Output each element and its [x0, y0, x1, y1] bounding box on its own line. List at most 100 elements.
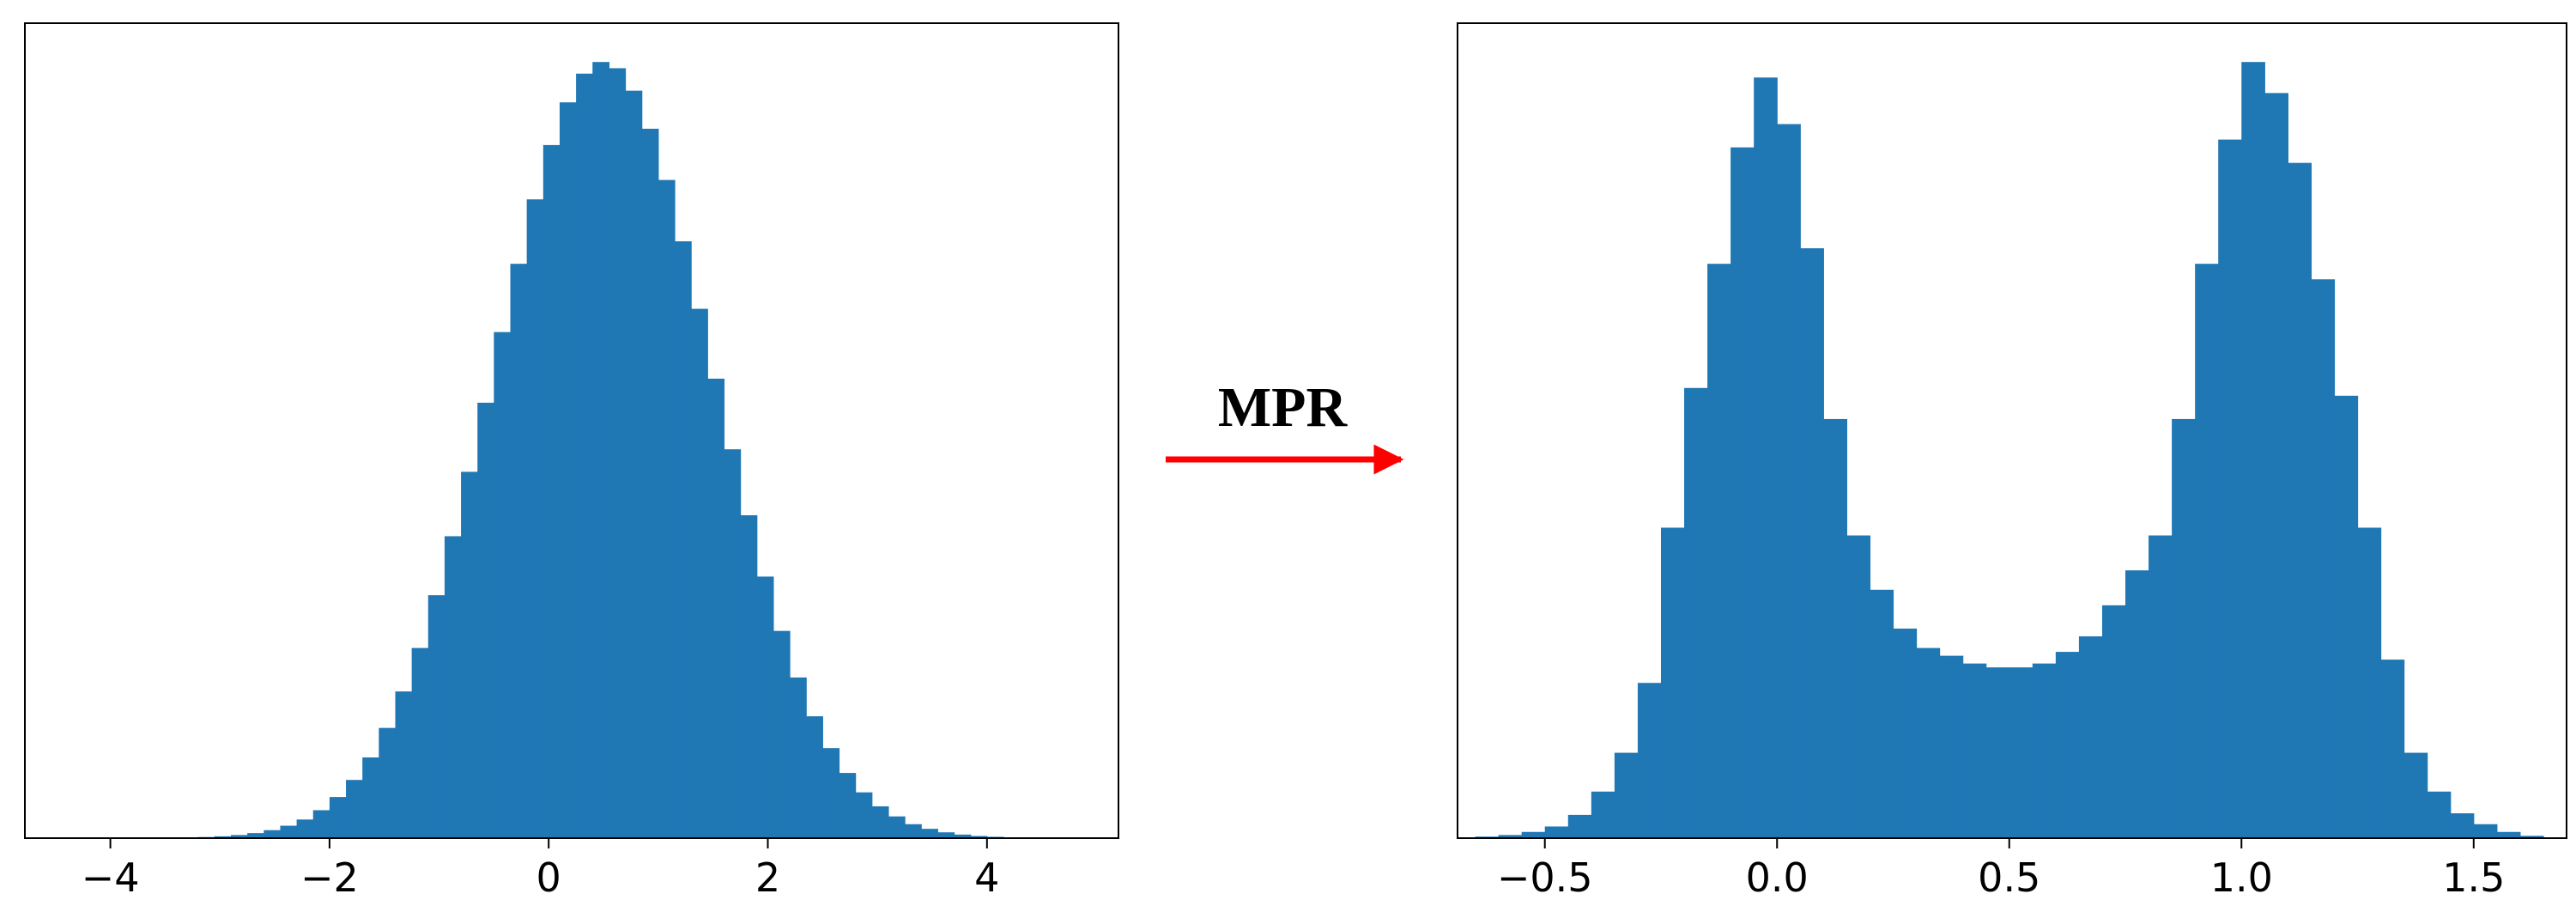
histogram-bar	[806, 716, 823, 838]
histogram-bar	[756, 576, 774, 838]
histogram-bar	[559, 102, 577, 838]
histogram-bar	[264, 830, 282, 838]
x-tick-label: 1.0	[2210, 854, 2273, 901]
histogram-bar	[2241, 62, 2265, 838]
histogram-bar	[2009, 667, 2034, 838]
histogram-bar	[542, 144, 561, 839]
histogram-bar	[1707, 264, 1731, 839]
histogram-bar	[461, 471, 478, 838]
histogram-bar	[1660, 527, 1685, 838]
x-tick-label: 2	[755, 854, 780, 901]
histogram-bar	[1893, 628, 1918, 838]
histogram-bar	[641, 128, 659, 838]
histogram-bar	[937, 832, 955, 838]
histogram-bar	[247, 833, 264, 838]
histogram-bar	[970, 836, 988, 838]
histogram-bar	[379, 727, 397, 838]
histogram-bar	[494, 331, 512, 838]
histogram-bar	[2218, 139, 2242, 839]
histogram-bar	[1962, 663, 1987, 838]
histogram-bar	[296, 819, 314, 838]
histogram-bar	[1730, 147, 1755, 839]
histogram-bar	[362, 757, 379, 838]
histogram-bar	[1870, 589, 1894, 838]
histogram-bar	[2519, 836, 2544, 838]
histogram-bar	[2473, 824, 2498, 838]
histogram-bar	[2450, 813, 2475, 838]
histogram-bar	[921, 829, 938, 838]
histogram-bar	[1637, 683, 1662, 838]
histogram-bar	[329, 797, 347, 838]
histogram-bar	[526, 199, 544, 838]
histogram-bar	[1916, 648, 1941, 838]
x-tick-label: 0	[536, 854, 561, 901]
x-tick-label: 0.0	[1746, 854, 1809, 901]
histogram-bar	[1567, 814, 1592, 838]
histogram-bar	[658, 179, 676, 838]
histogram-bar	[2496, 831, 2521, 838]
histogram-bar	[2403, 752, 2428, 838]
histogram-bar	[674, 240, 692, 839]
histogram-bar	[773, 630, 791, 838]
histogram-bar	[2101, 605, 2126, 838]
histogram-bar	[2334, 395, 2359, 838]
histogram-bar	[411, 648, 429, 838]
histogram-bar	[510, 264, 528, 839]
histogram-bar	[2125, 570, 2149, 838]
histogram-bar	[2264, 93, 2288, 839]
histogram-bar	[1591, 791, 1615, 838]
histogram-bar	[1684, 387, 1708, 838]
histogram-bar	[2357, 527, 2382, 838]
histogram-bar	[280, 825, 298, 838]
histogram-bar	[1846, 535, 1871, 838]
histogram-bar	[1985, 667, 2010, 838]
histogram-bar	[2032, 663, 2057, 838]
histogram-bar	[839, 773, 857, 838]
histogram-bar	[2380, 660, 2405, 838]
axes-frame	[1457, 22, 2567, 839]
arrow-label: MPR	[1218, 376, 1349, 439]
histogram-bar	[2078, 636, 2103, 838]
histogram-bar	[724, 449, 742, 838]
x-tick-label: 4	[974, 854, 999, 901]
histogram-bar	[1614, 752, 1639, 838]
histogram-bar	[2149, 535, 2173, 838]
x-tick-label: −4	[82, 854, 140, 901]
histogram-bar	[954, 834, 972, 838]
histogram-bar	[625, 90, 643, 839]
histogram-bar	[444, 536, 462, 838]
histogram-bar	[1800, 248, 1824, 839]
histogram-bar	[888, 816, 906, 838]
histogram-bar	[1521, 831, 1546, 838]
histogram-bar	[2311, 279, 2336, 838]
histogram-bar	[1498, 835, 1523, 838]
x-tick-label: 0.5	[1978, 854, 2040, 901]
histogram-bar	[2055, 652, 2080, 838]
histogram-bar	[592, 62, 610, 838]
histogram-bar	[427, 595, 445, 838]
histogram-bar	[790, 677, 807, 838]
histogram-bar	[691, 308, 708, 838]
histogram-bar	[822, 748, 840, 838]
histogram-bar	[576, 73, 593, 838]
histogram-bar	[2195, 264, 2219, 839]
histogram-bar	[707, 378, 725, 838]
histogram-bar	[1754, 77, 1778, 839]
histogram-bar	[871, 806, 889, 838]
histogram-bar	[2427, 791, 2452, 838]
histogram-bar	[855, 792, 873, 838]
histogram-bar	[609, 68, 627, 838]
histogram-bar	[905, 824, 922, 838]
histogram-bar	[477, 402, 494, 838]
histogram-bar	[740, 515, 758, 838]
x-tick-label: −2	[300, 854, 359, 901]
histogram-bar	[1777, 124, 1801, 838]
histogram-bar	[230, 835, 248, 838]
histogram-bar	[2288, 162, 2312, 838]
histogram-bar	[312, 810, 330, 838]
axes-frame	[24, 22, 1119, 839]
x-tick-label: 1.5	[2442, 854, 2505, 901]
histogram-bar	[1544, 826, 1569, 838]
